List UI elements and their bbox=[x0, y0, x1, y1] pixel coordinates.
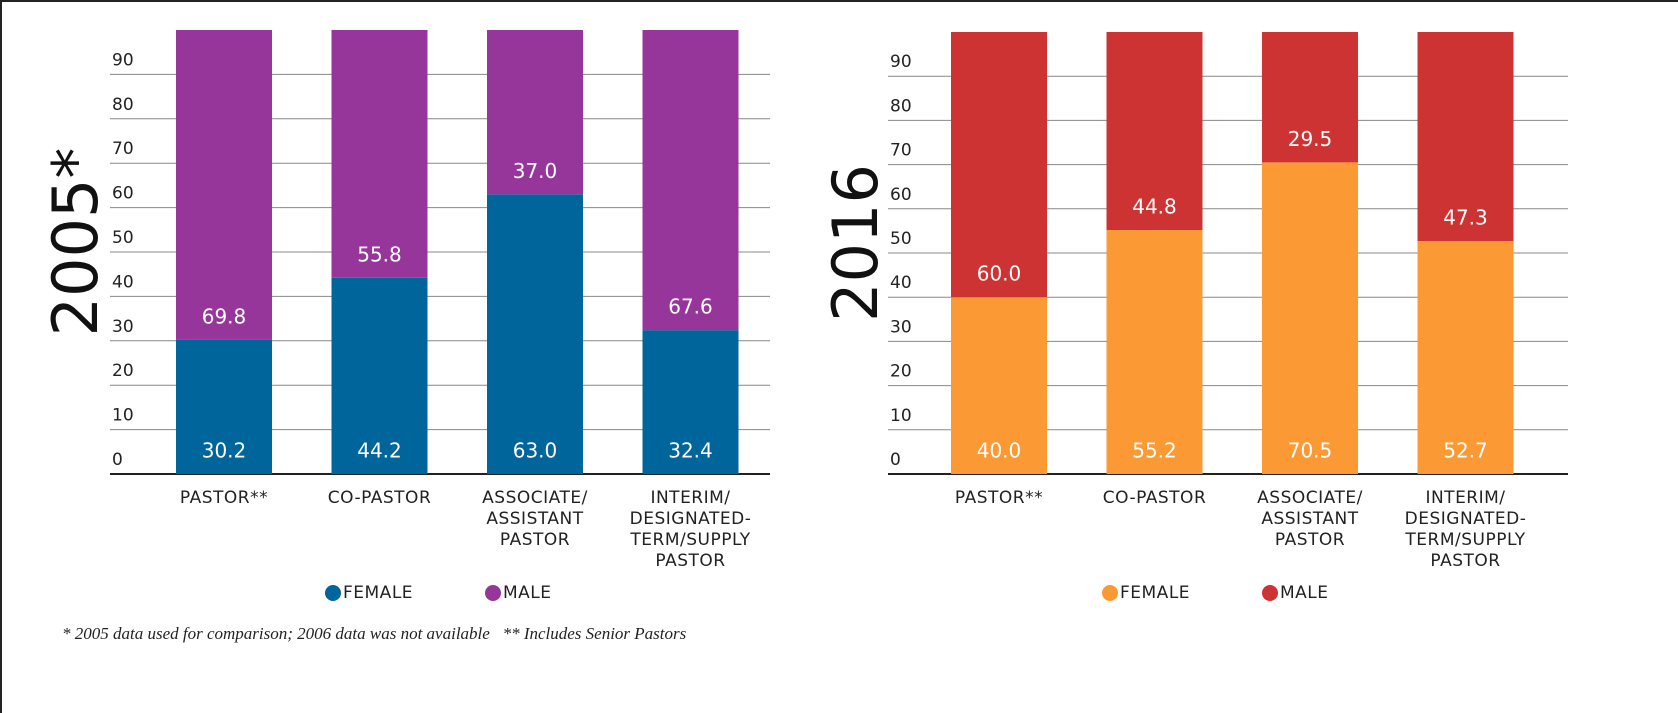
footnote: * 2005 data used for comparison; 2006 da… bbox=[62, 624, 687, 643]
x-tick-label: INTERIM/ DESIGNATED- TERM/SUPPLY PASTOR bbox=[629, 488, 752, 571]
y-tick-label: 0 bbox=[112, 450, 123, 470]
y-tick-label: 10 bbox=[112, 406, 134, 426]
y-tick-label: 70 bbox=[112, 139, 134, 159]
y-tick-label: 90 bbox=[890, 52, 912, 72]
y-tick-label: 60 bbox=[112, 184, 134, 204]
y-tick-label: 60 bbox=[890, 185, 912, 205]
y-tick-label: 0 bbox=[890, 450, 901, 470]
y-tick-label: 30 bbox=[890, 317, 912, 337]
bar-segment bbox=[642, 330, 739, 474]
y-tick-label: 50 bbox=[890, 229, 912, 249]
legend-label: MALE bbox=[503, 583, 552, 603]
value-label: 32.4 bbox=[668, 439, 713, 463]
legend-swatch bbox=[1262, 585, 1278, 601]
bar-segment bbox=[331, 30, 428, 278]
bar-segment bbox=[1262, 32, 1358, 163]
value-label: 70.5 bbox=[1288, 439, 1333, 463]
y-tick-label: 10 bbox=[890, 406, 912, 426]
value-label: 55.2 bbox=[1132, 439, 1177, 463]
y-tick-label: 50 bbox=[112, 228, 134, 248]
y-tick-label: 40 bbox=[890, 273, 912, 293]
bar-segment bbox=[1417, 241, 1514, 474]
value-label: 67.6 bbox=[668, 295, 713, 319]
x-tick-label: PASTOR** bbox=[179, 488, 269, 508]
legend-swatch bbox=[485, 585, 501, 601]
y-tick-label: 40 bbox=[112, 272, 134, 292]
y-tick-label: 20 bbox=[890, 362, 912, 382]
bar-segment bbox=[1106, 230, 1203, 474]
bar-segment bbox=[176, 339, 272, 474]
y-tick-label: 80 bbox=[112, 95, 134, 115]
bar-segment bbox=[1417, 32, 1514, 242]
legend-label: MALE bbox=[1280, 583, 1329, 603]
value-label: 29.5 bbox=[1288, 127, 1333, 151]
x-tick-label: PASTOR** bbox=[954, 488, 1044, 508]
value-label: 44.8 bbox=[1132, 195, 1177, 219]
bar-segment bbox=[487, 194, 583, 474]
bar-segment bbox=[331, 277, 428, 474]
bar-segment bbox=[951, 32, 1047, 298]
chart-title: 2005* bbox=[39, 148, 112, 337]
value-label: 69.8 bbox=[202, 304, 247, 328]
bar-segment bbox=[487, 30, 583, 195]
value-label: 30.2 bbox=[202, 439, 247, 463]
y-tick-label: 30 bbox=[112, 317, 134, 337]
y-tick-label: 70 bbox=[890, 141, 912, 161]
x-tick-label: CO-PASTOR bbox=[1102, 488, 1207, 508]
y-tick-label: 80 bbox=[890, 96, 912, 116]
value-label: 47.3 bbox=[1443, 206, 1488, 230]
legend-label: FEMALE bbox=[1120, 583, 1191, 603]
value-label: 52.7 bbox=[1443, 439, 1488, 463]
chart-title: 2016 bbox=[819, 164, 892, 322]
bar-segment bbox=[951, 297, 1047, 474]
bar-segment bbox=[642, 30, 739, 331]
x-tick-label: INTERIM/ DESIGNATED- TERM/SUPPLY PASTOR bbox=[1404, 488, 1527, 571]
value-label: 55.8 bbox=[357, 242, 402, 266]
value-label: 63.0 bbox=[513, 439, 558, 463]
y-tick-label: 20 bbox=[112, 361, 134, 381]
bar-segment bbox=[176, 30, 272, 340]
x-tick-label: ASSOCIATE/ ASSISTANT PASTOR bbox=[1257, 488, 1363, 550]
legend-label: FEMALE bbox=[343, 583, 414, 603]
y-tick-label: 90 bbox=[112, 50, 134, 70]
value-label: 60.0 bbox=[977, 262, 1022, 286]
value-label: 40.0 bbox=[977, 439, 1022, 463]
value-label: 44.2 bbox=[357, 439, 402, 463]
x-tick-label: ASSOCIATE/ ASSISTANT PASTOR bbox=[482, 488, 588, 550]
x-tick-label: CO-PASTOR bbox=[327, 488, 432, 508]
bar-segment bbox=[1262, 162, 1358, 474]
legend-swatch bbox=[325, 585, 341, 601]
value-label: 37.0 bbox=[513, 159, 558, 183]
bar-segment bbox=[1106, 32, 1203, 231]
legend-swatch bbox=[1102, 585, 1118, 601]
